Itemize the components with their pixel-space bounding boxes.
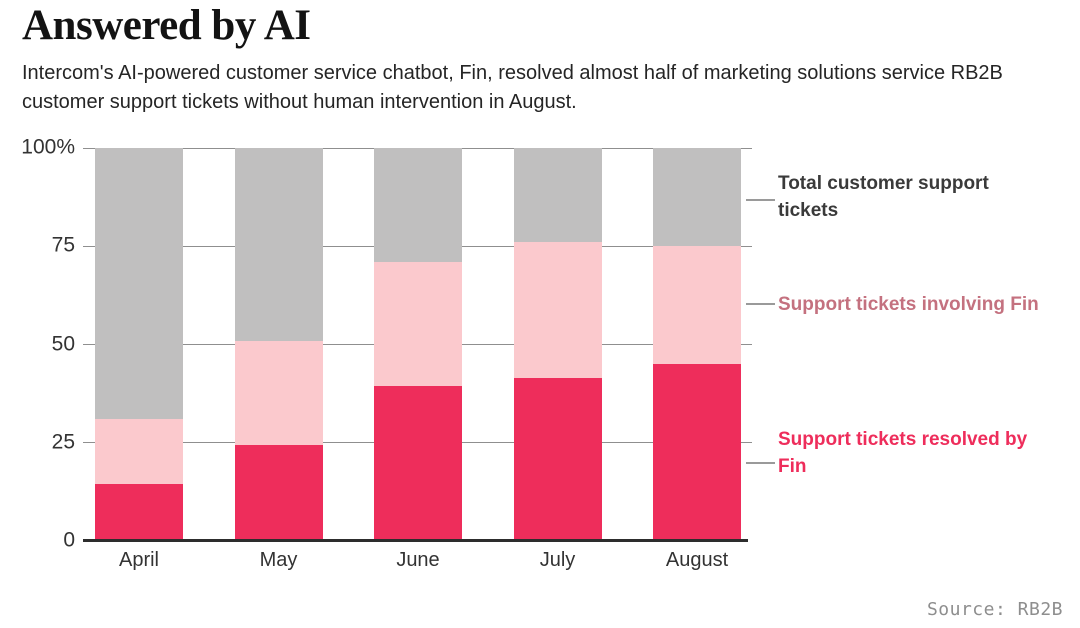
bar-segment-resolved	[374, 385, 462, 541]
x-axis-label: May	[259, 549, 298, 571]
chart-subtitle: Intercom's AI-powered customer service c…	[22, 62, 1003, 113]
y-axis-tick-label: 50	[51, 332, 75, 356]
x-axis-baseline	[83, 539, 748, 542]
bar-segment-total	[653, 148, 741, 247]
bar-segment-resolved	[234, 444, 323, 541]
bar-segment-total	[374, 148, 462, 262]
stacked-bar	[513, 148, 602, 541]
bar-segment-involving	[234, 340, 323, 445]
bar-segment-resolved	[653, 364, 741, 541]
bar-segment-involving	[653, 246, 741, 365]
legend-leader-line	[746, 303, 775, 305]
stacked-bar	[374, 148, 462, 541]
legend-leader-line	[746, 199, 775, 201]
bar-group-april: April	[95, 148, 183, 571]
stacked-bar	[653, 148, 741, 541]
legend-item-resolved-by-fin: Support tickets resolved by Fin	[778, 429, 1028, 477]
bar-segment-total	[234, 148, 323, 341]
x-axis-label: June	[396, 549, 440, 571]
bar-segment-total	[95, 148, 183, 420]
y-gridline	[83, 147, 752, 149]
bar-group-june: June	[374, 148, 462, 571]
bar-group-july: July	[513, 148, 602, 571]
y-axis-tick-label: 75	[51, 233, 75, 257]
x-axis-label: July	[539, 549, 576, 571]
bar-segment-involving	[374, 261, 462, 386]
bar-segment-resolved	[95, 484, 183, 541]
stacked-bar	[234, 148, 323, 541]
x-axis-label: April	[118, 549, 159, 571]
y-axis-tick-label: 100%	[21, 135, 75, 159]
stacked-bar	[95, 148, 183, 541]
page-title: Answered by AI	[22, 2, 311, 49]
legend-item-total-tickets: Total customer support tickets	[778, 173, 989, 221]
legend-item-involving-fin: Support tickets involving Fin	[778, 294, 1039, 315]
source-credit: Source: RB2B	[926, 599, 1063, 620]
bar-segment-involving	[95, 419, 183, 485]
bar-group-august: August	[653, 148, 741, 571]
y-axis-tick-label: 0	[63, 528, 75, 552]
bar-segment-total	[513, 148, 602, 243]
legend-leader-line	[746, 462, 775, 464]
plot-area: 100% 75 50 25 0 April May June July August	[21, 136, 752, 571]
bar-segment-resolved	[513, 377, 602, 541]
bar-group-may: May	[234, 148, 323, 571]
y-axis-tick-label: 25	[51, 430, 75, 454]
bars-row: April May June July August	[95, 148, 741, 571]
bar-segment-involving	[513, 242, 602, 378]
x-axis-label: August	[665, 549, 729, 571]
